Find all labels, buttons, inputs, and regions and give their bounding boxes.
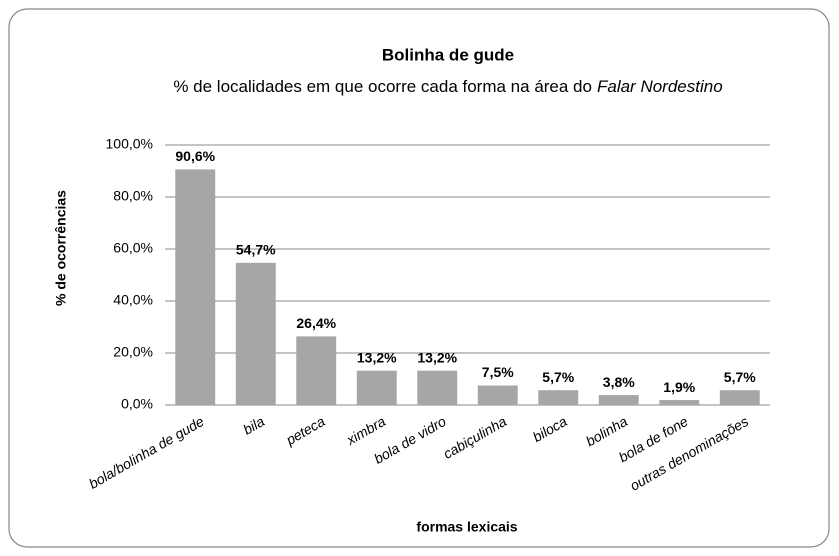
y-tick-label: 100,0% bbox=[106, 136, 153, 152]
value-label: 3,8% bbox=[603, 374, 635, 390]
y-tick-label: 40,0% bbox=[113, 292, 153, 308]
value-label: 7,5% bbox=[482, 364, 514, 380]
y-tick-label: 80,0% bbox=[113, 188, 153, 204]
bar bbox=[235, 262, 276, 405]
bar bbox=[719, 390, 760, 405]
value-label: 13,2% bbox=[417, 349, 457, 365]
y-tick-label: 20,0% bbox=[113, 344, 153, 360]
value-label: 26,4% bbox=[296, 315, 336, 331]
value-label: 54,7% bbox=[236, 241, 276, 257]
bar bbox=[598, 395, 639, 405]
value-label: 1,9% bbox=[663, 379, 695, 395]
value-label: 90,6% bbox=[175, 148, 215, 164]
y-axis-title: % de ocorrências bbox=[53, 190, 69, 306]
bar bbox=[356, 370, 397, 405]
value-label: 13,2% bbox=[357, 349, 397, 365]
subtitle-emphasis: Falar Nordestino bbox=[597, 77, 723, 96]
bar bbox=[538, 390, 579, 405]
subtitle: % de localidades em que ocorre cada form… bbox=[173, 77, 592, 96]
bar bbox=[417, 370, 458, 405]
bar bbox=[477, 385, 518, 405]
y-tick-label: 0,0% bbox=[121, 396, 153, 412]
bar bbox=[175, 169, 216, 405]
bar bbox=[296, 336, 337, 405]
value-label: 5,7% bbox=[724, 369, 756, 385]
x-axis-title: formas lexicais bbox=[416, 519, 517, 535]
chart-subtitle: % de localidades em que ocorre cada form… bbox=[173, 77, 722, 96]
y-tick-label: 60,0% bbox=[113, 240, 153, 256]
chart-border bbox=[8, 8, 830, 548]
bar bbox=[659, 400, 700, 405]
chart-title: Bolinha de gude bbox=[382, 45, 514, 64]
value-label: 5,7% bbox=[542, 369, 574, 385]
